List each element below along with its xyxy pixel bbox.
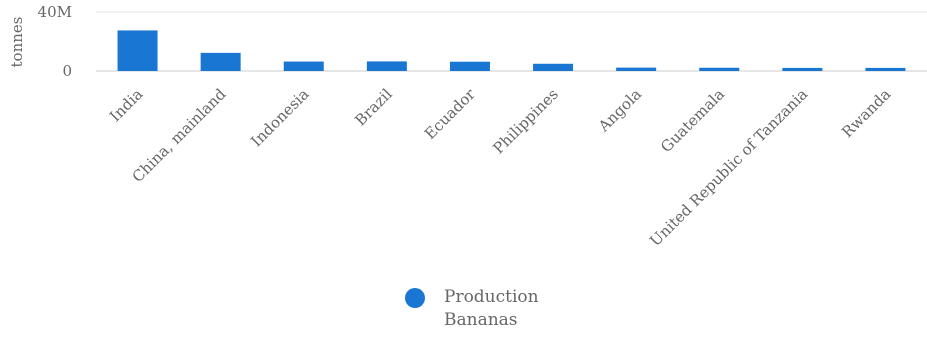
x-tick-label-9: Rwanda	[838, 85, 894, 141]
x-tick-label-6: Angola	[594, 85, 645, 136]
y-tick-label-0: 0	[62, 62, 72, 80]
bar-5[interactable]	[533, 63, 574, 71]
x-tick-label-0: India	[106, 85, 146, 125]
y-axis-label: tonnes	[8, 17, 26, 68]
x-tick-label-4: Ecuador	[421, 85, 479, 143]
x-tick-label-5: Philippines	[489, 85, 561, 157]
bar-9[interactable]	[865, 67, 906, 71]
bar-0[interactable]	[117, 30, 158, 71]
y-axis-ticks: 0 40M	[38, 3, 72, 80]
x-tick-label-7: Guatemala	[657, 85, 728, 156]
x-tick-label-3: Brazil	[351, 85, 395, 129]
bar-1[interactable]	[200, 52, 241, 71]
bars	[117, 30, 906, 71]
y-tick-label-1: 40M	[38, 3, 72, 21]
bar-3[interactable]	[366, 61, 407, 71]
bar-4[interactable]	[449, 61, 490, 71]
bar-7[interactable]	[699, 67, 740, 71]
bar-6[interactable]	[616, 67, 657, 71]
legend-marker-icon	[405, 288, 425, 308]
legend[interactable]: Production Bananas	[405, 286, 574, 332]
x-tick-label-2: Indonesia	[247, 85, 312, 150]
bar-8[interactable]	[782, 67, 823, 71]
legend-label: Production Bananas	[444, 287, 539, 330]
x-tick-label-8: United Republic of Tanzania	[646, 85, 811, 250]
bar-2[interactable]	[283, 61, 324, 71]
